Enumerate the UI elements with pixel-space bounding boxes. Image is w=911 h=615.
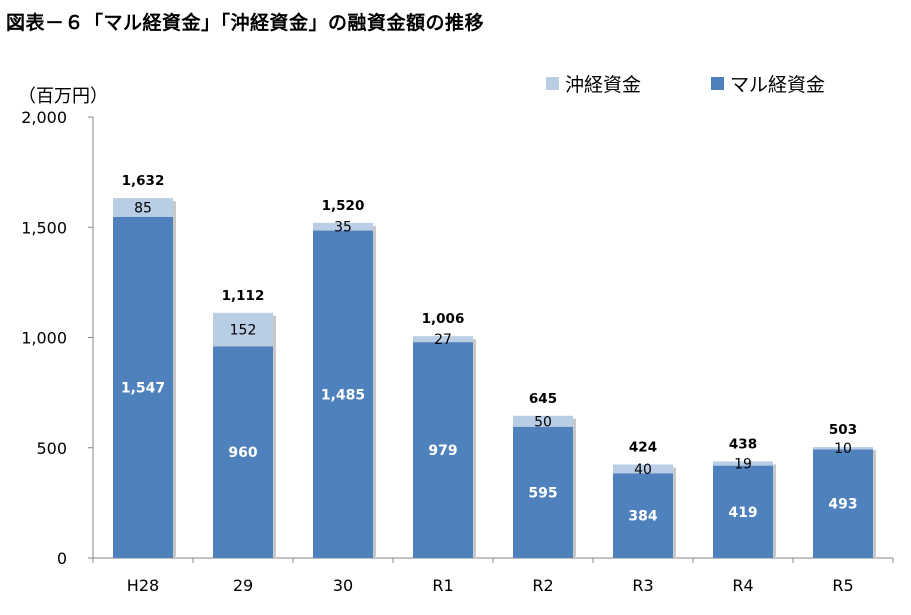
maru-value-label: 960 [228,445,257,461]
chart-title: 図表－６「マル経資金」「沖経資金」の融資金額の推移 [6,12,485,34]
maru-value-label: 595 [528,485,557,501]
oki-value-label: 85 [134,201,152,217]
bar-group: 1,112 152 960 [213,288,276,558]
y-tick-label: 0 [57,549,67,568]
maru-value-label: 979 [428,443,457,459]
x-axis-labels: H28 29 30 R1 R2 R3 R4 R5 [127,576,854,595]
bar-oki [813,447,873,450]
bar-group: 438 19 419 [713,436,776,558]
maru-value-label: 384 [628,509,657,525]
bar-oki [513,415,573,427]
legend: 沖経資金 マル経資金 [546,74,825,96]
bar-oki [313,222,373,231]
total-label: 645 [529,391,557,407]
total-label: 1,520 [322,198,365,214]
bar-maru [813,449,873,558]
total-label: 503 [829,422,857,438]
x-tick-label: 30 [333,576,353,595]
bar-group: 1,520 35 1,485 [313,198,376,558]
legend-label-maru: マル経資金 [730,74,825,96]
maru-value-label: 1,547 [121,380,165,396]
bar-oki [113,198,173,217]
bar-maru [613,473,673,558]
y-axis-ticks: 0 500 1,000 1,500 2,000 [21,108,93,568]
legend-swatch-maru [711,77,724,90]
legend-swatch-oki [546,77,559,90]
x-tick-label: R3 [632,576,653,595]
x-tick-label: H28 [127,576,159,595]
maru-value-label: 493 [828,497,857,513]
bar-oki [413,336,473,343]
x-tick-label: R1 [432,576,453,595]
bar-maru [313,230,373,558]
oki-value-label: 10 [834,441,852,457]
bar-maru [213,346,273,558]
bar-maru [113,216,173,558]
total-label: 1,006 [422,311,465,327]
bar-group: 645 50 595 [513,391,576,558]
bar-oki [613,464,673,474]
total-label: 1,632 [122,173,165,189]
legend-label-oki: 沖経資金 [565,74,641,96]
y-tick-label: 500 [36,439,67,458]
total-label: 424 [629,440,657,456]
x-tick-label: R5 [832,576,853,595]
bar-maru [513,426,573,558]
bar-maru [413,342,473,558]
x-tick-label: 29 [233,576,253,595]
y-unit-label: （百万円） [18,86,108,107]
x-tick-label: R4 [732,576,753,595]
oki-value-label: 50 [534,414,552,430]
bar-group: 1,632 85 1,547 [113,173,176,559]
oki-value-label: 152 [230,323,257,339]
maru-value-label: 419 [728,505,757,521]
y-tick-label: 1,000 [21,329,67,348]
total-label: 438 [729,436,757,452]
bar-group: 424 40 384 [613,440,676,558]
oki-value-label: 19 [734,457,752,473]
y-tick-label: 1,500 [21,218,67,237]
maru-value-label: 1,485 [321,387,365,403]
bar-oki [713,461,773,466]
oki-value-label: 35 [334,220,352,236]
oki-value-label: 40 [634,462,652,478]
bars: 1,632 85 1,547 1,112 152 960 1,520 35 1,485 1,006… [113,173,876,559]
bar-group: 503 10 493 [813,422,876,558]
oki-value-label: 27 [434,332,452,348]
bar-maru [713,465,773,558]
x-tick-label: R2 [532,576,553,595]
bar-oki [213,312,273,347]
y-tick-label: 2,000 [21,108,67,127]
bar-group: 1,006 27 979 [413,311,476,558]
total-label: 1,112 [222,288,265,304]
